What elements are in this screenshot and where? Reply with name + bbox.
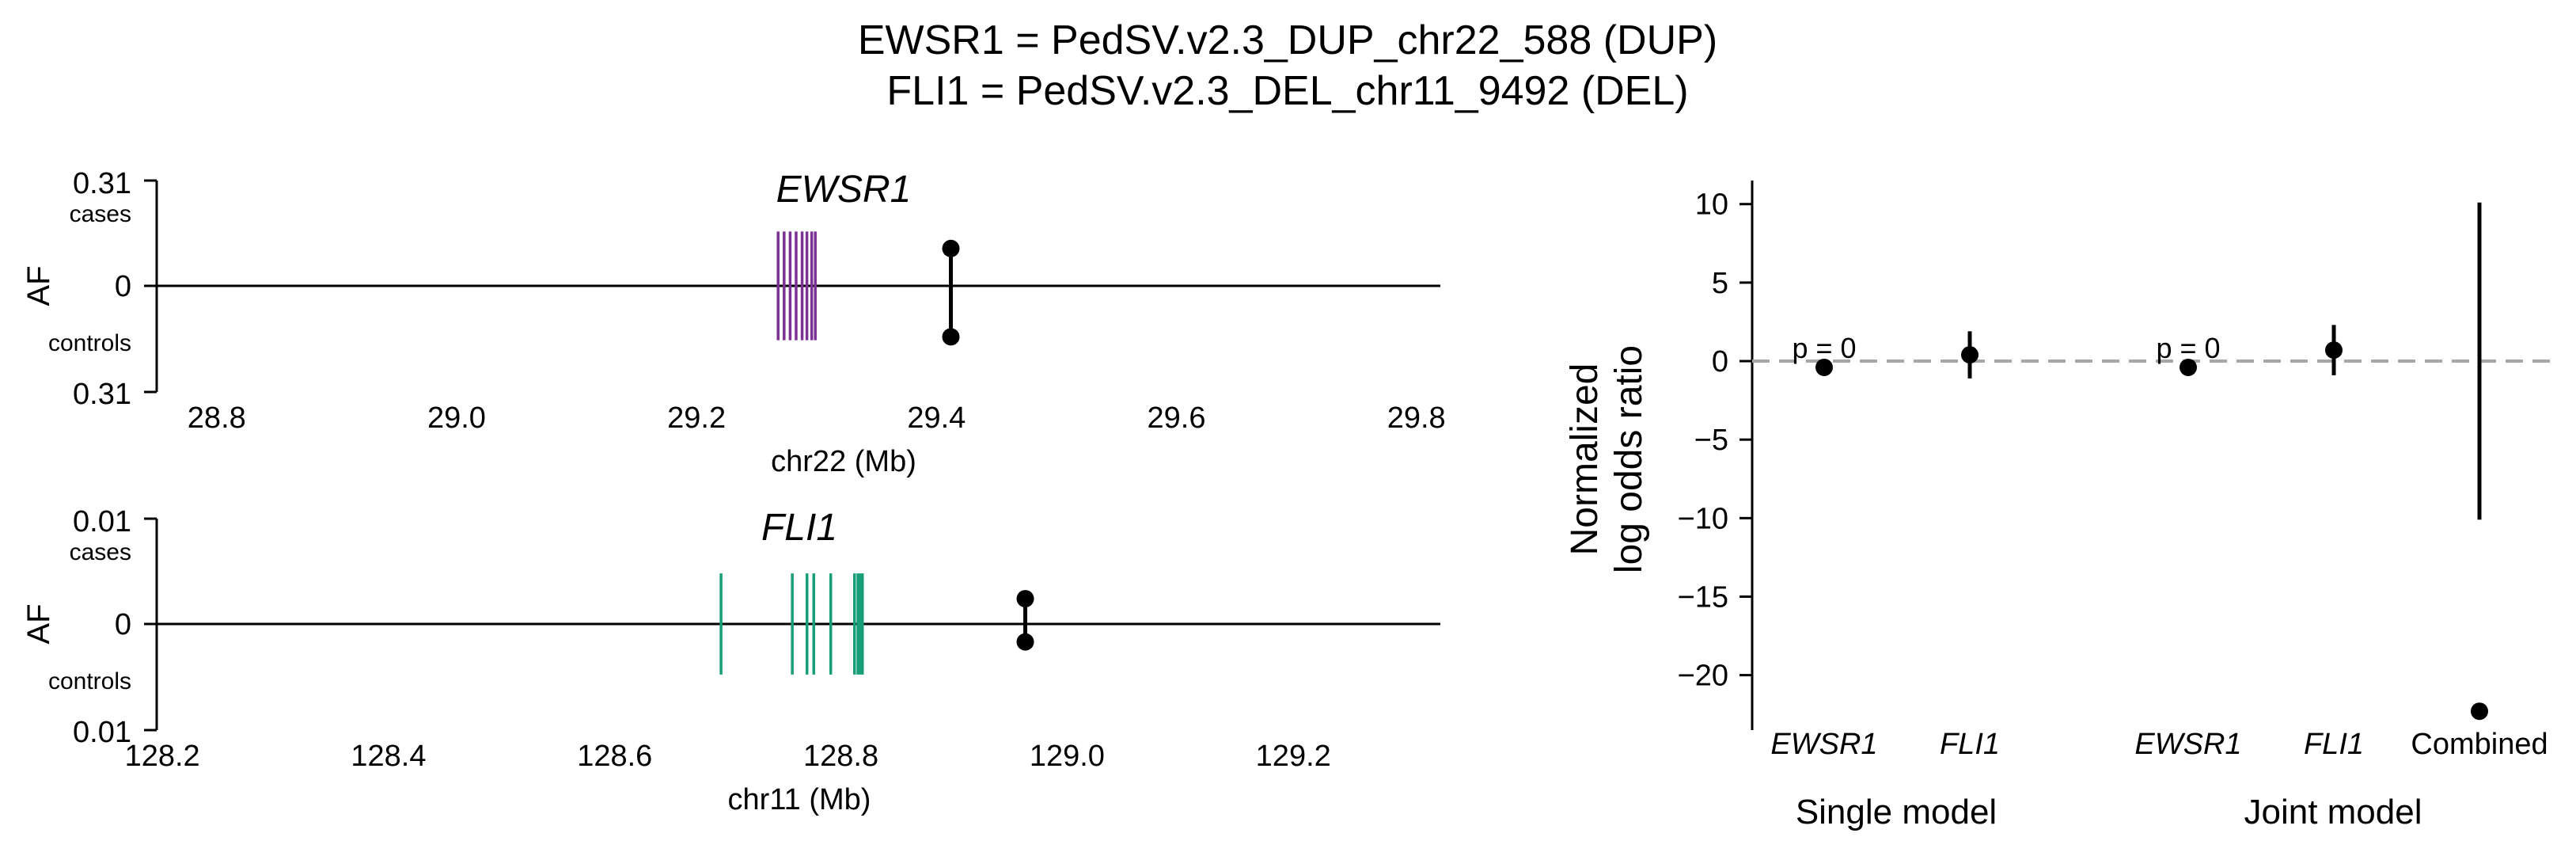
forest-x-label: Combined — [2411, 728, 2548, 761]
ewsr1-xtick-label: 29.4 — [907, 401, 966, 435]
ewsr1-locus-panel: 0.31 cases 0 controls 0.31 AF EWSR1 28.8… — [21, 167, 1446, 478]
ewsr1-af-cases-point — [942, 239, 960, 257]
ewsr1-xtick-label: 29.8 — [1387, 401, 1446, 435]
forest-ytick-label: −20 — [1678, 660, 1728, 693]
ewsr1-controls-label: controls — [48, 330, 131, 356]
fli1-ytick-mid-label: 0 — [115, 608, 131, 641]
fli1-locus-panel: 0.01 cases 0 controls 0.01 AF FLI1 128.2… — [21, 505, 1440, 816]
fli1-af-cases-point — [1016, 590, 1034, 608]
fli1-controls-label: controls — [48, 668, 131, 694]
fli1-x-tick-labels: 128.2 128.4 128.6 128.8 129.0 129.2 — [125, 740, 1331, 773]
fli1-gene-label: FLI1 — [761, 507, 837, 549]
ewsr1-cases-label: cases — [70, 201, 131, 227]
forest-y-axis-label-line1: Normalized — [1564, 363, 1606, 556]
forest-pvalue-label: p = 0 — [2156, 332, 2220, 364]
forest-y-axis-label-line2: log odds ratio — [1608, 345, 1650, 573]
forest-y-ticks: 10 5 0 −5 −10 −15 −20 — [1678, 188, 1752, 693]
fli1-af-controls-point — [1016, 633, 1034, 651]
ewsr1-exon-group — [776, 231, 817, 340]
fli1-cases-label: cases — [70, 539, 131, 565]
fli1-xtick-label: 128.6 — [577, 740, 652, 773]
forest-x-tick-labels: EWSR1 FLI1 EWSR1 FLI1 Combined — [1770, 728, 2548, 761]
ewsr1-x-tick-labels: 28.8 29.0 29.2 29.4 29.6 29.8 — [188, 401, 1446, 435]
ewsr1-gene-label: EWSR1 — [776, 169, 912, 211]
fli1-xtick-label: 128.2 — [125, 740, 200, 773]
fli1-xtick-label: 129.2 — [1256, 740, 1331, 773]
forest-point — [1815, 358, 1833, 376]
forest-x-label: EWSR1 — [1770, 728, 1877, 761]
fli1-y-axis-label: AF — [21, 603, 56, 644]
forest-x-label: EWSR1 — [2134, 728, 2241, 761]
fli1-exon-group — [719, 573, 864, 675]
forest-ytick-label: −5 — [1694, 424, 1728, 457]
ewsr1-xtick-label: 29.6 — [1148, 401, 1206, 435]
fli1-x-axis-label: chr11 (Mb) — [728, 783, 871, 816]
figure-title-line1: EWSR1 = PedSV.v2.3_DUP_chr22_588 (DUP) — [858, 17, 1717, 63]
ewsr1-af-marker — [942, 239, 960, 346]
forest-point — [2180, 358, 2197, 376]
forest-ytick-label: 0 — [1712, 345, 1728, 379]
fli1-xtick-label: 128.4 — [351, 740, 426, 773]
fli1-xtick-label: 128.8 — [803, 740, 878, 773]
forest-ytick-label: 10 — [1695, 188, 1728, 222]
fli1-xtick-label: 129.0 — [1030, 740, 1105, 773]
ewsr1-ytick-mid-label: 0 — [115, 270, 131, 303]
forest-point — [1961, 346, 1978, 364]
ewsr1-y-axis-label: AF — [21, 265, 56, 306]
ewsr1-ytick-top-label: 0.31 — [73, 167, 131, 200]
forest-ytick-label: 5 — [1712, 267, 1728, 300]
figure-title-line2: FLI1 = PedSV.v2.3_DEL_chr11_9492 (DEL) — [886, 68, 1688, 114]
ewsr1-af-controls-point — [942, 328, 960, 346]
forest-ytick-label: −10 — [1678, 502, 1728, 535]
forest-pvalue-label: p = 0 — [1792, 332, 1856, 364]
forest-points: p = 0 p = 0 — [1792, 202, 2488, 721]
forest-ytick-label: −15 — [1678, 580, 1728, 614]
forest-x-label: FLI1 — [2304, 728, 2364, 761]
fli1-af-marker — [1016, 590, 1034, 651]
forest-x-label: FLI1 — [1940, 728, 2000, 761]
ewsr1-x-axis-label: chr22 (Mb) — [771, 445, 916, 478]
single-model-group-label: Single model — [1796, 793, 1997, 831]
forest-point — [2325, 341, 2343, 360]
fli1-ytick-top-label: 0.01 — [73, 505, 131, 538]
fli1-ytick-bottom-label: 0.01 — [73, 716, 131, 749]
ewsr1-xtick-label: 29.0 — [427, 401, 486, 435]
joint-model-group-label: Joint model — [2244, 793, 2422, 831]
forest-point — [2471, 702, 2488, 721]
ewsr1-ytick-bottom-label: 0.31 — [73, 378, 131, 411]
ewsr1-xtick-label: 29.2 — [667, 401, 726, 435]
ewsr1-xtick-label: 28.8 — [188, 401, 246, 435]
